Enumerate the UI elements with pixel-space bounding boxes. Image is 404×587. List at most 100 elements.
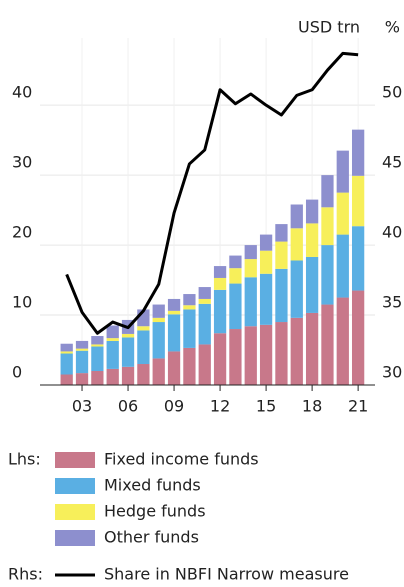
bar-segment <box>336 192 349 235</box>
bar-segment <box>60 351 73 354</box>
bar-segment <box>244 259 257 278</box>
bar-segment <box>321 207 334 246</box>
bar-segment <box>167 351 181 385</box>
bar-segment <box>305 312 319 385</box>
bar-segment <box>106 368 119 385</box>
bar-segment <box>198 344 211 385</box>
legend-label: Mixed funds <box>104 476 201 495</box>
legend-label: Fixed income funds <box>104 450 259 469</box>
bar-segment <box>351 175 365 227</box>
y2-tick-label: 40 <box>382 223 402 242</box>
bar-segment <box>106 338 119 341</box>
bar-segment <box>183 294 196 306</box>
y-tick-label: 0 <box>12 363 22 382</box>
bar-segment <box>290 317 303 385</box>
legend-swatch <box>55 530 95 546</box>
bar-segment <box>336 234 349 298</box>
bar-segment <box>213 266 227 278</box>
bar-segment <box>213 289 227 334</box>
x-tick-label: 21 <box>348 397 368 416</box>
bar-segment <box>305 199 319 224</box>
bar-segment <box>259 273 273 325</box>
bar-segment <box>290 260 303 318</box>
y2-axis-label: % <box>385 18 400 37</box>
x-tick-label: 18 <box>302 397 322 416</box>
bar-segment <box>198 303 211 345</box>
x-tick-label: 12 <box>210 397 230 416</box>
legend-label: Hedge funds <box>104 502 206 521</box>
bar-segment <box>351 129 365 176</box>
bar-segment <box>213 333 227 385</box>
legend-swatch <box>55 504 95 520</box>
bar-segment <box>275 268 288 323</box>
bar-segment <box>351 226 365 291</box>
x-tick-label: 09 <box>164 397 184 416</box>
bar-segment <box>351 290 365 385</box>
bar-segment <box>183 305 196 310</box>
y2-tick-label: 45 <box>382 153 402 172</box>
bar-segment <box>167 314 181 352</box>
bar-segment <box>137 364 150 385</box>
legend-swatch <box>55 478 95 494</box>
bar-segment <box>60 343 73 352</box>
bar-segment <box>321 245 334 305</box>
bar-segment <box>121 337 135 367</box>
line-series <box>65 51 359 335</box>
bar-segment <box>91 371 104 385</box>
bar-segment <box>152 358 165 385</box>
bar-segment <box>121 366 135 385</box>
bar-segment <box>244 277 257 327</box>
bar-segment <box>198 298 211 304</box>
bar-segment <box>60 374 73 385</box>
bar-segment <box>183 347 196 385</box>
y-tick-label: 10 <box>12 293 32 312</box>
bar-segment <box>275 241 288 269</box>
bar-segment <box>91 336 104 345</box>
bar-segment <box>91 346 104 372</box>
legend-label: Share in NBFI Narrow measure <box>104 565 349 584</box>
bar-segment <box>121 333 135 338</box>
bar-segment <box>321 304 334 385</box>
bar-segment <box>229 283 242 330</box>
bar-segment <box>75 348 89 351</box>
x-tick-label: 15 <box>256 397 276 416</box>
bar-segment <box>198 287 211 299</box>
bar-segment <box>75 373 89 385</box>
y-tick-label: 30 <box>12 153 32 172</box>
legend-label: Other funds <box>104 528 199 547</box>
bar-segment <box>259 234 273 251</box>
y2-tick-label: 50 <box>382 83 402 102</box>
bar-segment <box>167 298 181 311</box>
bar-segment <box>321 175 334 208</box>
bar-segment <box>259 250 273 274</box>
y-axis-label: USD trn <box>298 18 360 37</box>
y2-tick-label: 35 <box>382 293 402 312</box>
legend-heading: Rhs: <box>8 565 43 584</box>
y-tick-label: 40 <box>12 83 32 102</box>
legend-swatch <box>55 452 95 468</box>
bar-segment <box>152 317 165 323</box>
x-tick-label: 03 <box>72 397 92 416</box>
y-tick-label: 20 <box>12 223 32 242</box>
bar-segment <box>336 150 349 193</box>
bar-segment <box>229 268 242 284</box>
bar-segment <box>305 256 319 313</box>
bar-segment <box>137 326 150 331</box>
bar-segment <box>75 340 89 349</box>
bar-segment <box>60 353 73 375</box>
bar-segment <box>259 324 273 385</box>
bar-segment <box>91 344 104 347</box>
bar-segment <box>290 228 303 261</box>
bar-segment <box>106 325 119 339</box>
bar-segment <box>152 322 165 359</box>
bar-segment <box>336 297 349 385</box>
bar-segment <box>229 329 242 385</box>
bar-segment <box>244 245 257 260</box>
bar-segment <box>183 309 196 348</box>
bar-segment <box>167 310 181 315</box>
x-tick-label: 06 <box>118 397 138 416</box>
bar-segment <box>244 326 257 385</box>
bar-segment <box>275 322 288 385</box>
